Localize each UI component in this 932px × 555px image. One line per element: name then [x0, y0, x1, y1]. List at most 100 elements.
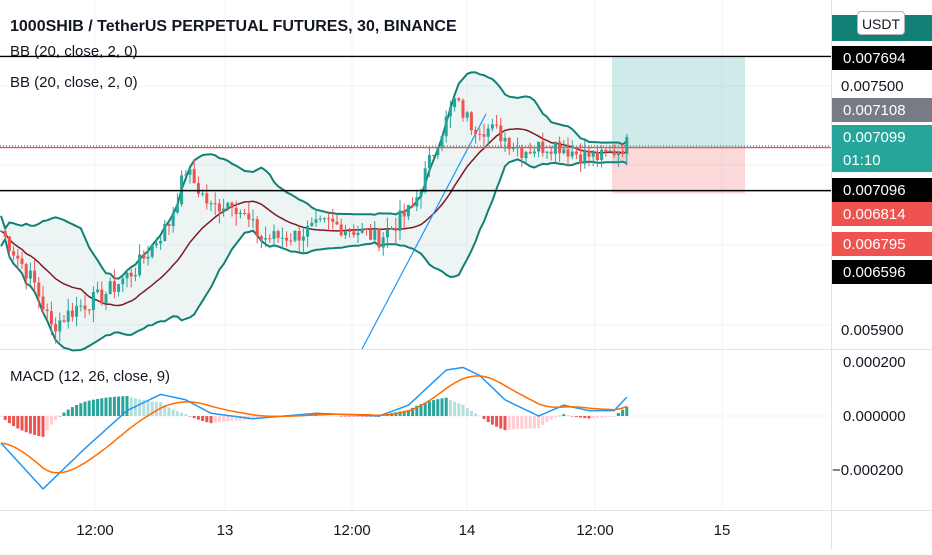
candle-body — [142, 254, 146, 259]
macd-line — [0, 366, 628, 490]
candle-body — [87, 309, 91, 311]
candle-body — [373, 228, 377, 240]
candle-body — [318, 218, 322, 220]
candle-body — [285, 237, 289, 241]
currency-button[interactable]: USDT — [857, 11, 905, 35]
macd-histogram-bar — [259, 416, 263, 419]
bb-indicator-legend-1[interactable]: BB (20, close, 2, 0) — [10, 43, 138, 60]
macd-histogram-bar — [453, 401, 457, 416]
candle-body — [24, 264, 28, 279]
macd-histogram-bar — [91, 399, 95, 416]
candle-body — [486, 128, 490, 137]
macd-histogram-bar — [87, 400, 91, 416]
macd-histogram-bar — [516, 416, 520, 430]
macd-axis-tick: −0.000200 — [832, 462, 903, 479]
candle-body — [129, 272, 133, 277]
price-label-text: 0.006795 — [843, 236, 906, 253]
macd-histogram-bar — [461, 404, 465, 416]
macd-histogram-bar — [234, 416, 238, 421]
bb-lower-line — [0, 158, 628, 352]
price-label-box — [832, 148, 932, 172]
macd-histogram-bar — [100, 398, 104, 416]
candle-body — [272, 231, 276, 239]
macd-histogram-bar — [608, 416, 612, 418]
macd-histogram-bar — [251, 416, 255, 420]
macd-histogram-bar — [66, 409, 70, 416]
macd-histogram-bar — [541, 416, 545, 425]
candle-body — [331, 218, 335, 222]
candle-body — [369, 229, 373, 240]
candle-body — [444, 116, 448, 137]
candle-body — [549, 151, 553, 154]
macd-histogram-bar — [150, 401, 154, 416]
macd-histogram-bar — [440, 398, 444, 416]
macd-histogram-bar — [96, 398, 100, 416]
macd-histogram-bar — [188, 416, 192, 417]
candle-body — [402, 210, 406, 217]
candle-body — [297, 231, 301, 241]
bb-indicator-legend-2[interactable]: BB (20, close, 2, 0) — [10, 74, 138, 91]
macd-histogram-bar — [524, 416, 528, 429]
macd-histogram-bar — [264, 416, 268, 418]
macd-histogram-bar — [24, 416, 28, 433]
candle-body — [511, 147, 515, 150]
candle-body — [171, 212, 175, 226]
candle-body — [188, 169, 192, 175]
candle-body — [478, 133, 482, 135]
macd-histogram-bar — [419, 403, 423, 416]
candle-body — [385, 229, 389, 238]
candle-body — [335, 221, 339, 225]
price-label-text: 0.006814 — [843, 206, 906, 223]
candle-body — [570, 151, 574, 157]
candle-body — [457, 98, 461, 101]
candle-body — [180, 175, 184, 205]
macd-axis-tick: 0.000000 — [843, 408, 906, 425]
macd-histogram-bar — [339, 416, 343, 417]
candle-body — [600, 149, 604, 161]
candle-body — [33, 270, 37, 283]
candle-body — [469, 112, 473, 131]
candle-body — [621, 151, 625, 154]
macd-histogram-bar — [171, 409, 175, 416]
candle-body — [507, 137, 511, 150]
macd-histogram-bar — [369, 416, 373, 417]
macd-histogram-bar — [54, 416, 58, 420]
candle-body — [100, 289, 104, 304]
macd-histogram-bar — [402, 410, 406, 416]
candle-body — [301, 236, 305, 241]
candle-body — [394, 228, 398, 231]
macd-histogram-bar — [595, 416, 599, 418]
macd-histogram-bar — [600, 416, 604, 418]
macd-histogram-bar — [583, 416, 587, 419]
macd-histogram-bar — [474, 413, 478, 416]
macd-histogram-bar — [482, 416, 486, 420]
macd-histogram-bar — [511, 416, 515, 430]
macd-histogram-bar — [230, 416, 234, 421]
macd-histogram-bar — [121, 396, 125, 416]
candle-body — [339, 224, 343, 236]
candle-body — [474, 130, 478, 134]
candle-body — [184, 174, 188, 176]
macd-histogram-bar — [3, 416, 7, 420]
macd-histogram-bar — [45, 416, 49, 431]
macd-histogram-bar — [587, 416, 591, 419]
candle-body — [377, 228, 381, 248]
candle-body — [96, 289, 100, 292]
macd-histogram-bar — [108, 397, 112, 416]
macd-histogram-bar — [591, 416, 595, 419]
macd-histogram-bar — [499, 416, 503, 429]
candle-body — [276, 231, 280, 238]
macd-histogram-bar — [562, 414, 566, 416]
macd-indicator-legend[interactable]: MACD (12, 26, close, 9) — [10, 368, 171, 385]
candle-body — [461, 100, 465, 118]
candle-body — [356, 232, 360, 235]
macd-histogram-bar — [180, 412, 184, 416]
macd-histogram-bar — [495, 416, 499, 427]
macd-histogram-bar — [70, 407, 74, 416]
candle-body — [41, 296, 45, 310]
macd-histogram-bar — [432, 400, 436, 416]
macd-histogram-bar — [318, 414, 322, 416]
candle-body — [243, 212, 247, 214]
